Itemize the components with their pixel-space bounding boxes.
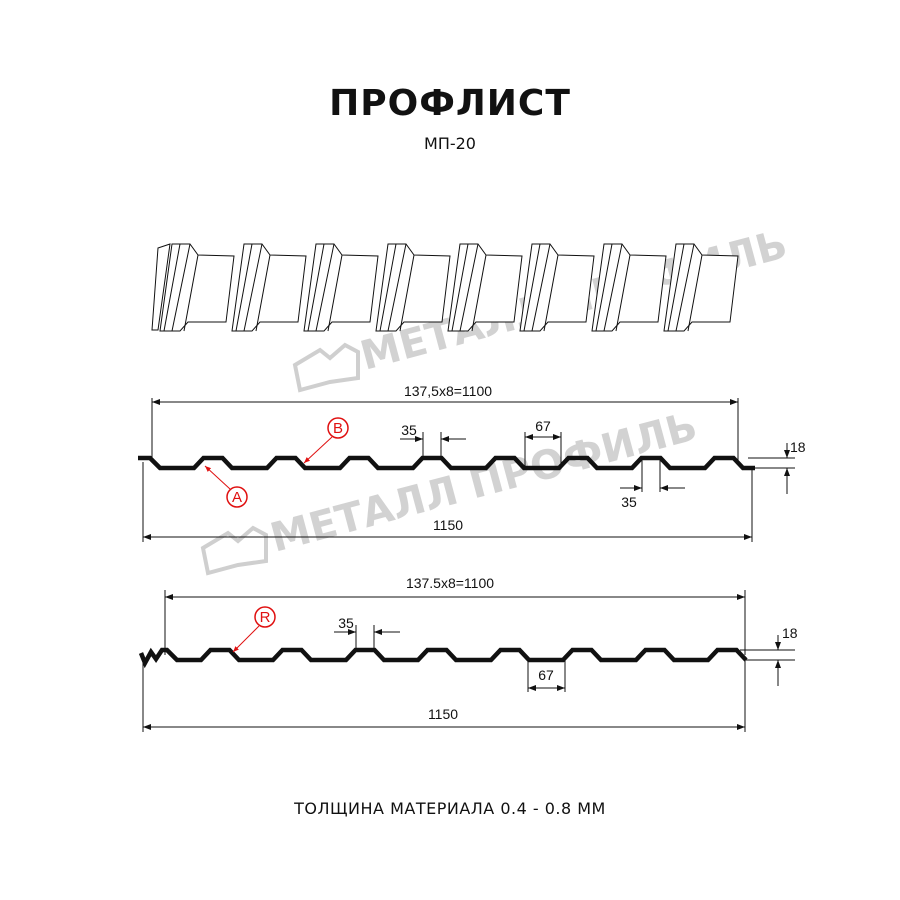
profile-diagram-2: 137.5x8=1100 1150 35 67 18 R <box>138 575 798 732</box>
sheet-panel <box>163 243 199 332</box>
sheet-3d-view <box>151 243 739 332</box>
profile-line <box>138 455 755 471</box>
sheet-panel <box>523 243 559 332</box>
marker-r-circle <box>254 606 276 628</box>
model-label: МП-20 <box>424 134 476 153</box>
sheet-panel <box>159 243 235 332</box>
sheet-panel <box>307 243 343 332</box>
marker-b-leader <box>303 436 333 464</box>
dimension-1150-label: 1150 <box>433 517 463 533</box>
dimension-1100-label: 137,5x8=1100 <box>404 383 492 399</box>
material-thickness-note: ТОЛЩИНА МАТЕРИАЛА 0.4 - 0.8 ММ <box>293 799 606 818</box>
sheet-panel <box>519 243 595 332</box>
marker-r-leader <box>232 625 260 653</box>
profile-line <box>138 647 748 669</box>
sheet-panel <box>235 243 271 332</box>
valley-width-label: 67 <box>535 418 551 434</box>
marker-r-label: R <box>260 609 271 626</box>
marker-b-circle <box>327 417 349 439</box>
height-label: 18 <box>782 625 798 641</box>
sheet-panel <box>451 243 487 332</box>
profile-diagram-1: 137,5x8=1100 1150 35 67 35 18 B A <box>138 383 806 542</box>
sheet-panel <box>591 243 667 332</box>
ridge-width-label: 35 <box>338 615 354 631</box>
valley-width-label: 67 <box>538 667 554 683</box>
sheet-panel <box>231 243 307 332</box>
marker-a-circle <box>226 486 248 508</box>
marker-b-label: B <box>333 420 343 437</box>
sheet-panel <box>375 243 451 332</box>
marker-a-leader <box>204 465 231 490</box>
dimension-1150-label: 1150 <box>428 706 458 722</box>
sheet-panel <box>151 243 171 331</box>
marker-a-label: A <box>232 489 242 506</box>
ridge-width-label-2: 35 <box>621 494 637 510</box>
sheet-panel <box>663 243 739 332</box>
sheet-panel <box>447 243 523 332</box>
sheet-panel <box>595 243 631 332</box>
sheet-panel <box>303 243 379 332</box>
sheet-panel <box>379 243 415 332</box>
page-title: ПРОФЛИСТ <box>329 83 571 124</box>
dimension-1100-label: 137.5x8=1100 <box>406 575 494 591</box>
height-label: 18 <box>790 439 806 455</box>
ridge-width-label: 35 <box>401 422 417 438</box>
sheet-panel <box>667 243 703 332</box>
